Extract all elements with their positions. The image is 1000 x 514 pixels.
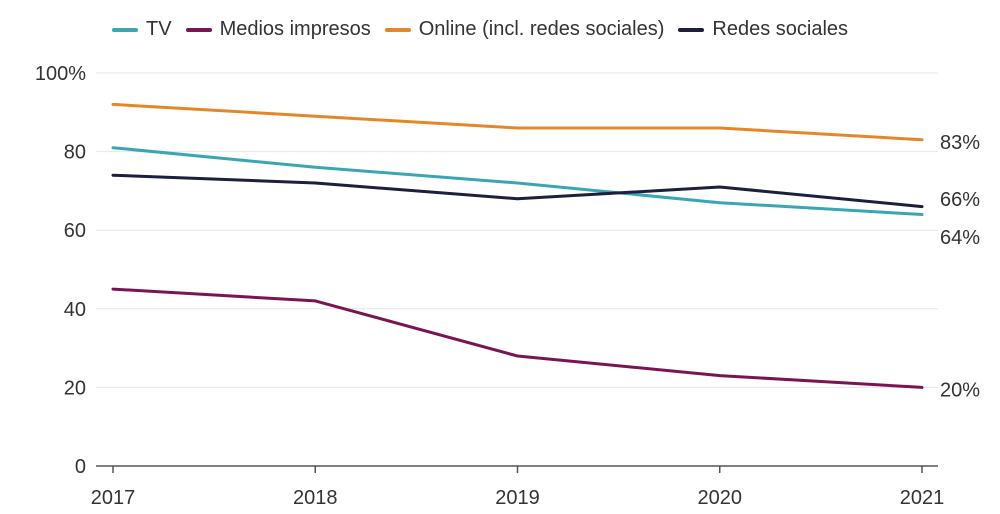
- end-label: 83%: [940, 132, 980, 154]
- legend-swatch: [185, 27, 212, 32]
- end-label: 64%: [940, 227, 980, 249]
- legend-label: TV: [146, 18, 172, 40]
- legend-item-redes-sociales: Redes sociales: [678, 18, 848, 41]
- legend: TV Medios impresos Online (incl. redes s…: [112, 18, 862, 41]
- x-tick-label: 2018: [293, 487, 338, 509]
- y-tick-label: 100%: [35, 63, 86, 85]
- legend-label: Redes sociales: [712, 18, 849, 40]
- end-label: 66%: [940, 189, 980, 211]
- legend-swatch: [678, 27, 705, 32]
- x-tick-label: 2020: [698, 487, 743, 509]
- y-tick-label: 0: [75, 456, 86, 478]
- series-line-tv: [111, 146, 924, 216]
- legend-swatch: [384, 27, 411, 32]
- x-tick-label: 2019: [495, 487, 540, 509]
- end-label: 20%: [940, 379, 980, 401]
- y-tick-label: 80: [64, 142, 86, 164]
- series-line-redes-sociales: [111, 173, 924, 209]
- x-tick-label: 2021: [900, 487, 945, 509]
- legend-swatch: [112, 27, 138, 32]
- y-tick-label: 20: [64, 377, 86, 399]
- y-tick-label: 60: [64, 220, 86, 242]
- y-tick-label: 40: [64, 299, 86, 321]
- legend-label: Online (incl. redes sociales): [418, 18, 665, 40]
- x-tick-label: 2017: [91, 487, 136, 509]
- series-line-online-incl-redes-sociales: [111, 102, 924, 142]
- legend-item-online: Online (incl. redes sociales): [384, 18, 665, 41]
- series-line-medios-impresos: [111, 287, 924, 389]
- legend-item-medios-impresos: Medios impresos: [185, 18, 371, 41]
- legend-label: Medios impresos: [219, 18, 371, 40]
- legend-item-tv: TV: [112, 18, 172, 41]
